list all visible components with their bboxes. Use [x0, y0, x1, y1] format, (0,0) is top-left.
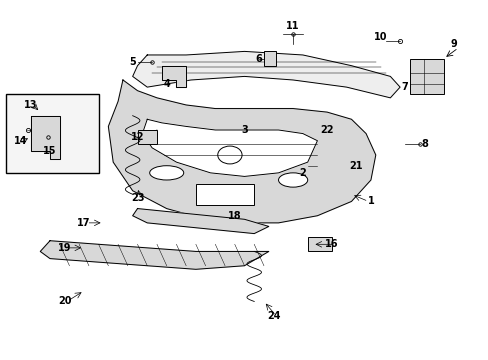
Text: 23: 23 — [130, 193, 144, 203]
Text: 10: 10 — [373, 32, 386, 42]
Ellipse shape — [278, 173, 307, 187]
Text: 22: 22 — [320, 125, 333, 135]
Ellipse shape — [149, 166, 183, 180]
Bar — [137, 130, 157, 144]
Text: 12: 12 — [130, 132, 144, 142]
Polygon shape — [162, 66, 186, 87]
Text: 18: 18 — [227, 211, 241, 221]
Text: 8: 8 — [420, 139, 427, 149]
Polygon shape — [132, 208, 268, 234]
Text: 4: 4 — [163, 78, 170, 89]
Polygon shape — [40, 241, 268, 269]
Text: 5: 5 — [129, 57, 136, 67]
Text: 24: 24 — [266, 311, 280, 321]
Text: 13: 13 — [24, 100, 37, 110]
Text: 1: 1 — [367, 197, 373, 206]
Text: 20: 20 — [58, 296, 71, 306]
FancyBboxPatch shape — [6, 94, 99, 173]
Text: 14: 14 — [14, 136, 27, 146]
Polygon shape — [132, 51, 399, 98]
Text: 6: 6 — [255, 54, 262, 64]
Bar — [264, 51, 276, 66]
Bar — [409, 59, 443, 94]
Polygon shape — [108, 80, 375, 223]
Text: 11: 11 — [286, 21, 299, 31]
Text: 2: 2 — [299, 168, 305, 178]
Polygon shape — [142, 119, 317, 176]
Text: 3: 3 — [241, 125, 247, 135]
Text: 15: 15 — [43, 147, 57, 157]
Text: 19: 19 — [58, 243, 71, 253]
Bar — [196, 184, 254, 205]
Text: 7: 7 — [401, 82, 407, 92]
Text: 17: 17 — [77, 218, 91, 228]
Text: 9: 9 — [449, 39, 456, 49]
Text: 21: 21 — [349, 161, 362, 171]
Text: 16: 16 — [325, 239, 338, 249]
Polygon shape — [30, 116, 60, 158]
Bar — [307, 237, 331, 251]
